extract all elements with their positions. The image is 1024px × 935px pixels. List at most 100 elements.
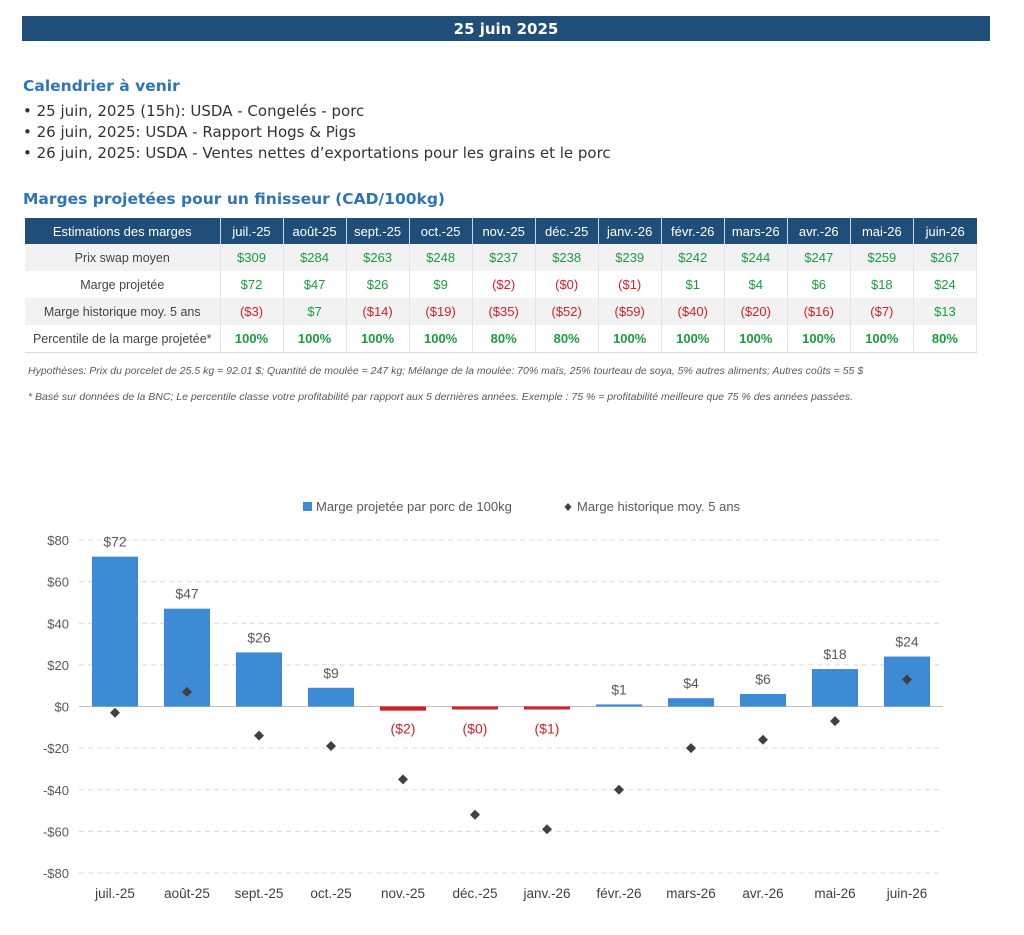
table-row: Marge projetée $72 $47 $26 $9 ($2) ($0) ($1) $1 $…: [25, 271, 978, 298]
table-cell: ($16): [787, 298, 851, 325]
bar-data-label: $18: [823, 646, 847, 662]
hypotheses-note: Hypothèses: Prix du porcelet de 25.5 kg …: [28, 365, 864, 377]
x-tick-label: déc.-25: [452, 886, 497, 901]
table-cell: $4: [724, 271, 788, 298]
calendar-list: 25 juin, 2025 (15h): USDA - Congelés - p…: [23, 101, 611, 164]
table-header-month: juil.-25: [220, 218, 284, 244]
table-header-month: nov.-25: [472, 218, 536, 244]
calendar-item: 26 juin, 2025: USDA - Rapport Hogs & Pig…: [23, 122, 611, 143]
table-cell: 100%: [598, 325, 662, 353]
banner-date: 25 juin 2025: [453, 19, 559, 38]
historical-margin-marker: [542, 824, 552, 835]
table-header-month: mai-26: [850, 218, 914, 244]
bar: [595, 704, 643, 707]
bar-data-label: ($2): [391, 721, 416, 737]
table-header-month: avr.-26: [787, 218, 851, 244]
x-tick-label: juil.-25: [94, 886, 135, 901]
table-cell: 100%: [346, 325, 410, 353]
bar-data-label: $4: [683, 675, 699, 691]
table-header-month: juin-26: [913, 218, 977, 244]
historical-margin-marker: [254, 730, 264, 741]
row-label: Percentile de la marge projetée*: [25, 325, 221, 353]
table-header-row: Estimations des marges juil.-25 août-25 se…: [25, 218, 977, 244]
calendar-item: 25 juin, 2025 (15h): USDA - Congelés - p…: [23, 101, 611, 122]
table-header-month: déc.-25: [535, 218, 599, 244]
table-cell: $24: [913, 271, 978, 298]
table-cell: $6: [787, 271, 851, 298]
historical-margin-marker: [326, 741, 336, 752]
x-tick-label: oct.-25: [310, 886, 351, 901]
table-cell: $13: [913, 298, 978, 325]
historical-margin-marker: [398, 774, 408, 785]
table-cell: 100%: [787, 325, 851, 353]
table-cell: $309: [220, 244, 284, 271]
table-cell: $267: [913, 244, 978, 271]
y-tick-label: -$60: [43, 824, 69, 839]
y-tick-label: $80: [47, 533, 69, 548]
calendar-title: Calendrier à venir: [23, 77, 180, 95]
table-row: Percentile de la marge projetée* 100% 100%…: [25, 325, 978, 353]
bar-data-label: ($0): [463, 721, 488, 737]
x-tick-label: janv.-26: [522, 886, 570, 901]
table-cell: $9: [409, 271, 473, 298]
bar: [379, 706, 427, 711]
table-cell: 100%: [220, 325, 284, 353]
table-cell: 100%: [283, 325, 347, 353]
y-tick-label: -$20: [43, 741, 69, 756]
table-cell: $263: [346, 244, 410, 271]
table-header-month: sept.-25: [346, 218, 410, 244]
bar: [811, 669, 859, 707]
y-tick-label: $40: [47, 616, 69, 631]
table-cell: 80%: [535, 325, 599, 353]
bar: [307, 687, 355, 707]
table-cell: 80%: [913, 325, 978, 353]
table-cell: $239: [598, 244, 662, 271]
x-tick-label: sept.-25: [235, 886, 284, 901]
table-cell: $72: [220, 271, 284, 298]
table-cell: $238: [535, 244, 599, 271]
bar: [667, 698, 715, 707]
table-cell: ($59): [598, 298, 662, 325]
bar: [451, 706, 499, 710]
y-tick-label: $0: [55, 700, 69, 715]
y-tick-label: -$40: [43, 783, 69, 798]
bar-data-label: $9: [323, 665, 339, 681]
bar: [523, 706, 571, 710]
bar-data-label: $24: [895, 634, 919, 650]
x-tick-label: mai-26: [814, 886, 855, 901]
table-cell: ($19): [409, 298, 473, 325]
margin-chart: $80 $60 $40 $20 $0 -$20 -$40 -$60 -$80 Marge proj…: [43, 499, 943, 901]
table-cell: ($14): [346, 298, 410, 325]
table-cell: ($52): [535, 298, 599, 325]
table-cell: 100%: [724, 325, 788, 353]
historical-margin-marker: [902, 674, 912, 685]
table-header-month: août-25: [283, 218, 347, 244]
table-cell: ($2): [472, 271, 536, 298]
historical-margin-marker: [758, 734, 768, 745]
table-cell: $284: [283, 244, 347, 271]
x-tick-label: juin-26: [886, 886, 928, 901]
x-tick-label: août-25: [164, 886, 210, 901]
table-cell: ($7): [850, 298, 914, 325]
table-cell: $26: [346, 271, 410, 298]
legend-bar-swatch: [303, 502, 312, 511]
x-tick-label: mars-26: [666, 886, 716, 901]
date-banner: 25 juin 2025: [22, 16, 990, 41]
table-cell: $259: [850, 244, 914, 271]
table-cell: $47: [283, 271, 347, 298]
table-header-month: févr.-26: [661, 218, 725, 244]
table-cell: 100%: [850, 325, 914, 353]
bar-data-label: $1: [611, 681, 627, 697]
table-cell: $242: [661, 244, 725, 271]
historical-margin-marker: [110, 707, 120, 718]
table-cell: ($40): [661, 298, 725, 325]
bar: [739, 694, 787, 707]
table-header-month: mars-26: [724, 218, 788, 244]
table-cell: $247: [787, 244, 851, 271]
table-cell: $248: [409, 244, 473, 271]
table-header-month: janv.-26: [598, 218, 662, 244]
table-cell: ($0): [535, 271, 599, 298]
legend-bar-label: Marge projetée par porc de 100kg: [316, 499, 512, 514]
legend-diamond-icon: [564, 503, 572, 511]
table-cell: ($35): [472, 298, 536, 325]
